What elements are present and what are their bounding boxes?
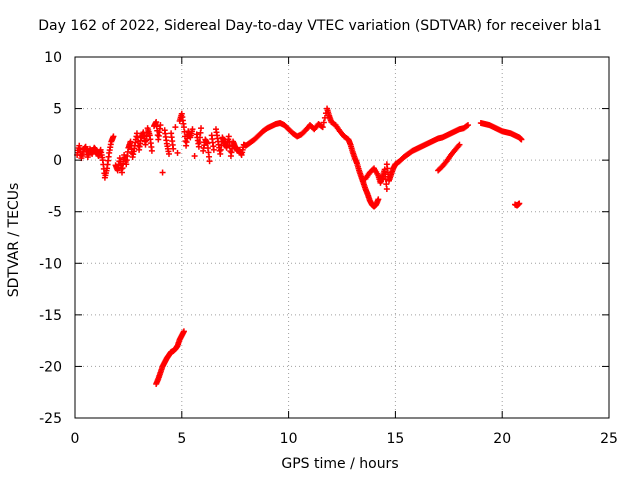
data-point xyxy=(319,124,326,131)
data-point xyxy=(180,328,187,335)
x-tick-label: 5 xyxy=(177,431,186,447)
data-point xyxy=(157,122,164,129)
x-tick-label: 10 xyxy=(280,431,298,447)
data-point xyxy=(383,186,390,193)
y-tick-label: -5 xyxy=(48,205,62,221)
data-point xyxy=(165,150,172,157)
x-tick-label: 0 xyxy=(71,431,80,447)
y-tick-label: -15 xyxy=(39,308,62,324)
chart-title: Day 162 of 2022, Sidereal Day-to-day VTE… xyxy=(38,18,602,34)
data-point xyxy=(159,169,166,176)
data-points-layer xyxy=(74,105,525,387)
x-tick-label: 25 xyxy=(600,431,618,447)
data-point xyxy=(456,141,463,148)
data-point xyxy=(170,145,177,152)
y-tick-label: 10 xyxy=(44,50,62,66)
data-point xyxy=(320,119,327,126)
grid-layer xyxy=(75,57,609,418)
data-point xyxy=(110,133,117,140)
x-axis-label: GPS time / hours xyxy=(281,456,399,472)
y-axis-label: SDTVAR / TECUs xyxy=(6,182,22,298)
data-point xyxy=(206,158,213,165)
y-tick-label: -10 xyxy=(39,256,62,272)
data-point xyxy=(191,153,198,160)
data-point xyxy=(318,123,325,130)
data-point xyxy=(174,149,181,156)
x-tick-label: 20 xyxy=(493,431,511,447)
x-tick-label: 15 xyxy=(386,431,404,447)
data-point xyxy=(463,122,470,129)
data-point xyxy=(198,125,205,132)
data-point xyxy=(375,196,382,203)
data-point xyxy=(516,200,523,207)
data-point xyxy=(210,146,217,153)
tick-layer: 0 5 10 15 20 25 10 5 0 -5 -10 -15 -20 -25 xyxy=(39,50,618,447)
data-point xyxy=(518,136,525,143)
y-tick-label: 0 xyxy=(53,153,62,169)
y-tick-label: -20 xyxy=(39,359,62,375)
data-point xyxy=(172,124,179,131)
y-tick-label: -25 xyxy=(39,411,62,427)
data-point xyxy=(189,126,196,133)
data-point xyxy=(465,122,472,129)
data-point xyxy=(148,147,155,154)
plot-frame xyxy=(74,56,610,419)
y-tick-label: 5 xyxy=(53,102,62,118)
